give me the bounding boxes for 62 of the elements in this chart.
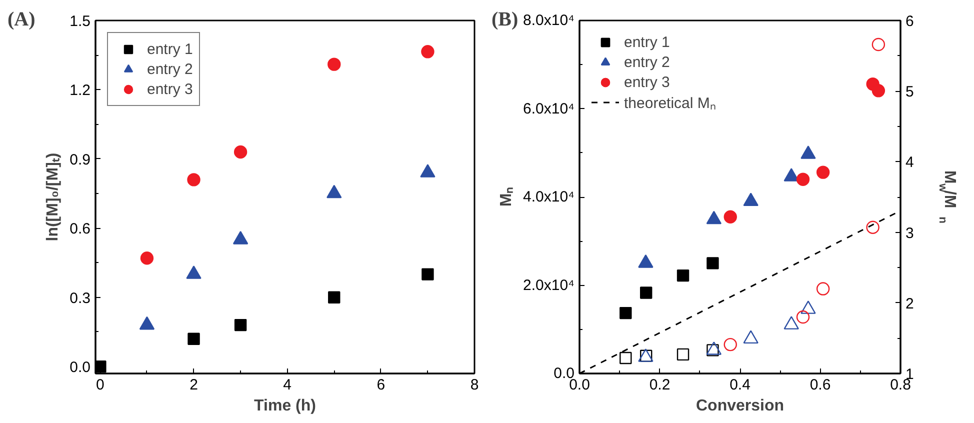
x-tick-label: 8 [470, 376, 479, 394]
point [328, 58, 341, 71]
point [640, 286, 652, 299]
x-tick-label: 2 [190, 376, 198, 394]
chart-title: (A) [8, 8, 36, 30]
legend-label: entry 3 [147, 80, 193, 98]
point [816, 166, 830, 179]
point [188, 332, 200, 345]
point [872, 84, 886, 98]
point [620, 306, 632, 320]
y-tick-label: 2.0x10⁴ [523, 276, 574, 294]
point [187, 173, 200, 186]
point [724, 338, 737, 352]
point [676, 348, 690, 361]
point [422, 268, 434, 280]
point [140, 252, 154, 265]
point [620, 352, 632, 364]
y-tick-label: 1.5 [70, 13, 91, 30]
x-tick-label: 0.2 [649, 376, 670, 394]
point [872, 38, 886, 52]
legend-label: entry 2 [624, 54, 670, 70]
y2-tick-label: 5 [906, 84, 914, 101]
y-tick-label: 8.0x10⁴ [523, 12, 574, 29]
legend-label: entry 2 [147, 60, 193, 78]
point [234, 145, 248, 159]
point [676, 269, 690, 282]
point [724, 210, 737, 224]
point [796, 310, 810, 324]
y-tick-label: 4.0x10⁴ [523, 188, 574, 206]
y-axis-title: Mₙ [498, 187, 516, 207]
x-axis-title: Conversion [696, 398, 784, 414]
point [328, 291, 340, 304]
x-tick-label: 4 [283, 376, 292, 394]
point [816, 282, 830, 296]
y-tick-label: 0.0 [70, 359, 91, 376]
x-tick-label: 6 [376, 376, 386, 394]
y-axis-title: ln([M]₀/[M]ₜ) [44, 152, 62, 242]
x-axis-title: Time (h) [254, 398, 316, 414]
y-tick-label: 6.0x10⁴ [523, 100, 574, 118]
y-tick-label: 1.2 [70, 82, 91, 100]
chart-title: (B) [492, 8, 518, 30]
legend-label: theoretical Mₙ [624, 94, 716, 112]
y2-tick-label: 2 [906, 295, 914, 312]
y-tick-label: 0.6 [70, 220, 91, 238]
y-tick-label: 0.9 [70, 151, 91, 168]
point [796, 172, 810, 186]
point [421, 45, 434, 58]
legend-label: entry 1 [624, 34, 670, 50]
legend-label: entry 3 [624, 74, 670, 90]
point [706, 344, 719, 356]
x-tick-label: 0.4 [730, 376, 750, 394]
legend-label: entry 1 [147, 40, 193, 58]
y-tick-label: 0.3 [70, 290, 91, 307]
x-tick-label: 0 [96, 376, 104, 394]
x-tick-label: 0.6 [810, 376, 831, 394]
point [866, 220, 880, 234]
y2-tick-label: 3 [906, 224, 914, 242]
y2-tick-label: 6 [906, 13, 914, 30]
y2-axis-title: Mw/Mn [936, 170, 958, 224]
y2-tick-label: 4 [906, 154, 914, 172]
point [234, 318, 247, 332]
point [706, 257, 719, 270]
